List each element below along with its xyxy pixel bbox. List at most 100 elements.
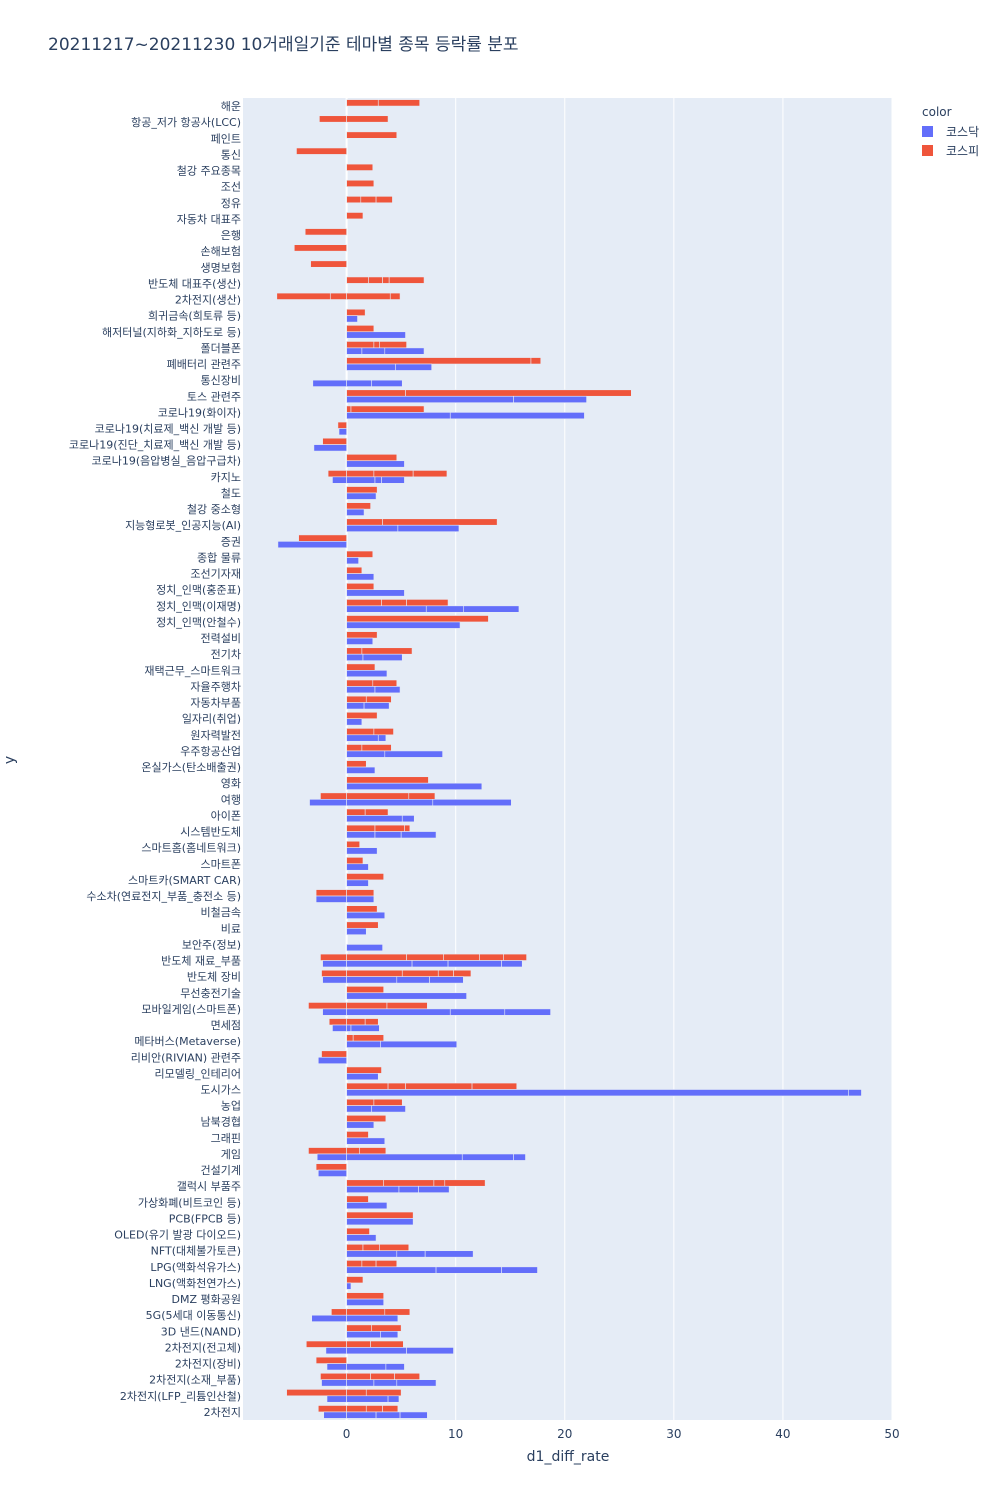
bar-segment-kosdaq[interactable] (321, 1379, 347, 1387)
bar-segment-kosdaq[interactable] (377, 734, 387, 742)
bar-segment-kospi[interactable] (346, 1260, 363, 1268)
bar-segment-kospi[interactable] (320, 1372, 347, 1380)
bar-segment-kospi[interactable] (346, 889, 375, 897)
bar-segment-kosdaq[interactable] (346, 508, 365, 516)
bar-segment-kospi[interactable] (322, 437, 347, 445)
bar-segment-kospi[interactable] (315, 1163, 347, 1171)
bar-segment-kosdaq[interactable] (429, 976, 464, 984)
bar-segment-kospi[interactable] (346, 212, 364, 220)
bar-segment-kospi[interactable] (453, 969, 472, 977)
bar-segment-kosdaq[interactable] (313, 444, 347, 452)
bar-segment-kospi[interactable] (346, 1389, 367, 1397)
bar-segment-kosdaq[interactable] (317, 1169, 347, 1177)
bar-segment-kosdaq[interactable] (346, 1395, 389, 1403)
bar-segment-kospi[interactable] (346, 308, 366, 316)
bar-segment-kospi[interactable] (276, 292, 331, 300)
bar-segment-kospi[interactable] (346, 341, 375, 349)
bar-segment-kospi[interactable] (346, 873, 385, 881)
bar-segment-kospi[interactable] (346, 840, 361, 848)
bar-segment-kospi[interactable] (346, 99, 379, 107)
bar-segment-kosdaq[interactable] (346, 702, 365, 710)
bar-segment-kosdaq[interactable] (346, 637, 374, 645)
bar-segment-kosdaq[interactable] (346, 1121, 375, 1129)
bar-segment-kospi[interactable] (298, 534, 347, 542)
bar-segment-kosdaq[interactable] (513, 395, 587, 404)
bar-segment-kosdaq[interactable] (346, 831, 376, 839)
bar-segment-kosdaq[interactable] (400, 831, 437, 839)
bar-segment-kospi[interactable] (315, 889, 347, 897)
bar-segment-kosdaq[interactable] (346, 1363, 387, 1371)
bar-segment-kosdaq[interactable] (346, 315, 358, 323)
bar-segment-kospi[interactable] (310, 260, 347, 268)
bar-segment-kospi[interactable] (365, 695, 392, 703)
bar-segment-kospi[interactable] (346, 582, 375, 591)
bar-segment-kosdaq[interactable] (346, 1008, 451, 1016)
bar-segment-kosdaq[interactable] (346, 734, 379, 742)
bar-segment-kosdaq[interactable] (350, 1024, 380, 1032)
bar-segment-kospi[interactable] (373, 1098, 403, 1106)
bar-segment-kospi[interactable] (346, 1002, 388, 1010)
bar-segment-kospi[interactable] (346, 163, 374, 171)
bar-segment-kospi[interactable] (320, 953, 347, 961)
bar-segment-kosdaq[interactable] (346, 976, 398, 984)
bar-segment-kospi[interactable] (337, 421, 347, 429)
bar-segment-kospi[interactable] (361, 744, 392, 752)
bar-segment-kospi[interactable] (346, 647, 363, 655)
bar-segment-kospi[interactable] (346, 695, 367, 703)
bar-segment-kospi[interactable] (346, 776, 429, 784)
bar-segment-kosdaq[interactable] (375, 1411, 401, 1419)
bar-segment-kospi[interactable] (346, 115, 389, 123)
bar-segment-kospi[interactable] (346, 792, 410, 800)
bar-segment-kosdaq[interactable] (374, 476, 382, 484)
bar-segment-kosdaq[interactable] (346, 1379, 375, 1387)
bar-segment-kosdaq[interactable] (435, 1266, 502, 1274)
bar-segment-kospi[interactable] (346, 196, 362, 204)
bar-segment-kospi[interactable] (346, 857, 364, 865)
bar-segment-kosdaq[interactable] (380, 1331, 399, 1339)
bar-segment-kospi[interactable] (346, 1114, 387, 1123)
bar-segment-kospi[interactable] (389, 292, 401, 300)
bar-segment-kospi[interactable] (360, 196, 377, 204)
bar-segment-kospi[interactable] (346, 986, 385, 994)
bar-segment-kospi[interactable] (308, 1002, 347, 1010)
bar-segment-kospi[interactable] (346, 1179, 385, 1187)
bar-segment-kospi[interactable] (346, 292, 391, 300)
bar-segment-kosdaq[interactable] (385, 1363, 405, 1371)
bar-segment-kospi[interactable] (328, 1018, 347, 1026)
bar-segment-kosdaq[interactable] (346, 347, 363, 355)
bar-segment-kospi[interactable] (346, 1066, 382, 1074)
bar-segment-kosdaq[interactable] (425, 605, 464, 613)
bar-segment-kospi[interactable] (383, 1179, 435, 1187)
bar-segment-kosdaq[interactable] (316, 1153, 347, 1161)
bar-segment-kospi[interactable] (346, 905, 378, 913)
bar-segment-kosdaq[interactable] (346, 895, 375, 903)
bar-segment-kospi[interactable] (346, 679, 374, 687)
bar-segment-kosdaq[interactable] (277, 541, 347, 549)
bar-segment-kosdaq[interactable] (346, 799, 434, 807)
bar-segment-kosdaq[interactable] (323, 1411, 347, 1419)
bar-segment-kosdaq[interactable] (346, 1137, 386, 1145)
bar-segment-kospi[interactable] (305, 1340, 347, 1348)
bar-segment-kosdaq[interactable] (346, 927, 367, 936)
bar-segment-kosdaq[interactable] (346, 1218, 414, 1226)
bar-segment-kospi[interactable] (405, 1082, 473, 1090)
bar-segment-kosdaq[interactable] (317, 1056, 347, 1065)
bar-segment-kosdaq[interactable] (346, 992, 467, 1000)
bar-segment-kosdaq[interactable] (397, 524, 460, 532)
bar-segment-kospi[interactable] (503, 953, 527, 961)
bar-segment-kosdaq[interactable] (371, 1105, 406, 1113)
bar-segment-kospi[interactable] (346, 502, 371, 510)
bar-segment-kospi[interactable] (479, 953, 504, 961)
bar-segment-kospi[interactable] (352, 1034, 385, 1042)
bar-segment-kospi[interactable] (346, 1034, 354, 1042)
bar-segment-kospi[interactable] (346, 1292, 385, 1300)
bar-segment-kosdaq[interactable] (449, 1008, 506, 1016)
bar-segment-kospi[interactable] (346, 631, 378, 639)
bar-segment-kosdaq[interactable] (513, 1153, 526, 1161)
bar-segment-kosdaq[interactable] (346, 1073, 379, 1081)
bar-segment-kosdaq[interactable] (346, 460, 405, 468)
bar-segment-kospi[interactable] (346, 131, 398, 139)
bar-segment-kosdaq[interactable] (346, 1105, 373, 1113)
bar-segment-kospi[interactable] (346, 808, 366, 816)
bar-segment-kosdaq[interactable] (424, 1250, 474, 1258)
